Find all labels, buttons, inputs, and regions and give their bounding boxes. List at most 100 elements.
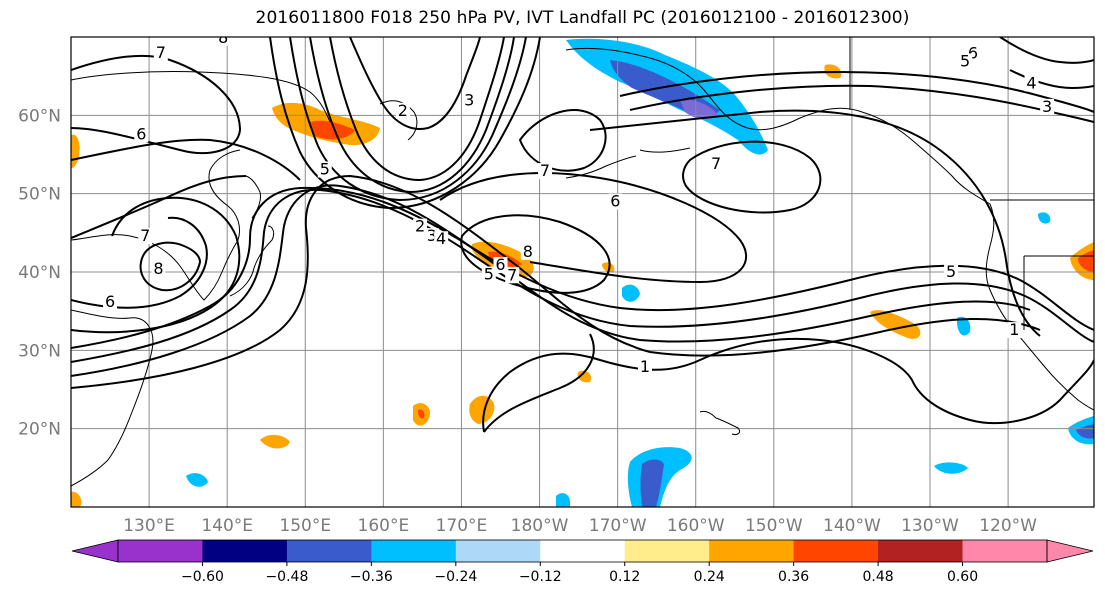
map-frame (70, 36, 1095, 508)
contour-ne1 (619, 70, 1094, 113)
contour-label-bg (538, 163, 553, 180)
colorbar-segment (540, 540, 626, 562)
contour-label: 1 (640, 357, 650, 376)
colorbar-tick-label: 0.36 (778, 569, 809, 585)
contour-label-bg (138, 228, 153, 245)
contour-ne4 (999, 37, 1094, 64)
coast-north-america (565, 47, 1094, 411)
contour-label-bg (395, 102, 410, 119)
pos-anomaly-small2 (577, 370, 592, 383)
longitude-labels: 130°E 140°E 150°E 160°E 170°E 180°W 170°W 160°W… (123, 516, 1037, 536)
contour-ul3 (71, 175, 247, 239)
contour-label: 5 (484, 264, 494, 283)
colorbar-tick-label: −0.60 (181, 569, 224, 585)
contour-3 (71, 184, 1031, 377)
contour-label-bg (958, 53, 973, 70)
contour-label: 7 (156, 43, 166, 62)
contour-ul2 (71, 138, 301, 181)
neg-anomaly-small3 (934, 462, 968, 474)
lon-tick-label: 140°W (823, 516, 881, 536)
lat-tick-label: 20°N (18, 420, 61, 440)
contour-n2 (309, 37, 515, 194)
contour-label: 4 (1026, 73, 1036, 92)
colorbar-segment (118, 540, 203, 562)
contour-label-bg (462, 92, 477, 109)
contour-label: 4 (436, 229, 446, 248)
colorbar-segment (878, 540, 964, 562)
colorbar-tick-label: 0.60 (947, 569, 978, 585)
contour-6 (71, 196, 241, 334)
contour-1-sub2 (483, 333, 595, 433)
lon-tick-label: 140°E (201, 516, 253, 536)
lon-tick-label: 130°E (123, 516, 175, 536)
contour-n5 (349, 37, 481, 130)
colorbar-tick-label: −0.12 (519, 569, 562, 585)
colorbar-segment (624, 540, 710, 562)
lon-tick-label: 170°E (436, 516, 488, 536)
contour-label: 6 (136, 124, 146, 143)
pos-anomaly-sub2-core (418, 409, 425, 419)
colorbar-tick-label: −0.48 (265, 569, 308, 585)
colorbar-tick-label: 0.48 (863, 569, 894, 585)
pos-anomaly-east (870, 310, 921, 339)
contour-label-bg (505, 267, 520, 284)
contour-label-bg (637, 358, 652, 375)
contour-label: 6 (968, 44, 978, 63)
contour-label-bg (1040, 98, 1055, 115)
pos-anomaly-small1 (602, 262, 615, 273)
lon-tick-label: 180°W (511, 516, 569, 536)
lon-tick-label: 150°E (279, 516, 331, 536)
colorbar-frame (117, 539, 1048, 563)
contour-label-bg (1024, 75, 1039, 92)
contour-label: 3 (1042, 97, 1052, 116)
colorbar-tick-label: −0.36 (350, 569, 393, 585)
contour-label: 8 (153, 259, 163, 278)
coast-siberia (71, 70, 331, 123)
contour-label: 7 (711, 154, 721, 173)
contour-label-bg (944, 264, 959, 281)
contour-label-bg (709, 156, 724, 173)
contour-label: 8 (523, 242, 533, 261)
lon-tick-label: 160°E (358, 516, 410, 536)
neg-anomaly-small2 (956, 316, 971, 336)
contour-label-bg (103, 293, 118, 310)
neg-anomaly-small1 (622, 284, 640, 302)
contour-label: 8 (218, 28, 228, 47)
colorbar-segment (371, 540, 457, 562)
contour-label-bg (216, 37, 231, 46)
contour-label-bg (434, 231, 449, 248)
contour-label: 2 (415, 217, 425, 236)
colorbar-extend-max (1046, 539, 1094, 563)
contour-label: 5 (960, 51, 970, 70)
latitude-labels: 60°N 50°N 40°N 30°N 20°N (18, 106, 61, 439)
contour-n1 (329, 37, 505, 182)
lon-tick-label: 150°W (745, 516, 803, 536)
contour-8-ring (139, 241, 202, 292)
colorbar-segment (286, 540, 372, 562)
contour-5 (71, 216, 208, 309)
lat-tick-label: 60°N (18, 106, 61, 126)
neg-anomaly-se-core (1076, 424, 1094, 439)
colorbar-segment (709, 540, 795, 562)
pos-anomaly-sub1 (469, 395, 495, 424)
neg-anomaly-small6 (556, 493, 570, 507)
contour-label: 6 (610, 192, 620, 211)
contour-1-sub (482, 337, 1094, 433)
contour-n4 (269, 37, 541, 210)
coast-kamchatka-east (379, 100, 418, 141)
pos-anomaly-sub3 (260, 434, 290, 449)
contour-label-bg (413, 218, 428, 235)
colorbar-segment (202, 540, 288, 562)
contour-label-bg (520, 243, 535, 260)
lat-tick-label: 50°N (18, 185, 61, 205)
contour-label-bg (493, 257, 508, 274)
contour-label-bg (153, 44, 168, 61)
colorbar-segment (962, 540, 1048, 562)
contour-4 (71, 174, 1041, 389)
contour-label: 6 (105, 292, 115, 311)
pos-anomaly-kamchatka-core (310, 120, 355, 140)
contour-n3 (289, 37, 527, 202)
contour-label-bg (134, 126, 149, 143)
contour-label: 5 (946, 262, 956, 281)
